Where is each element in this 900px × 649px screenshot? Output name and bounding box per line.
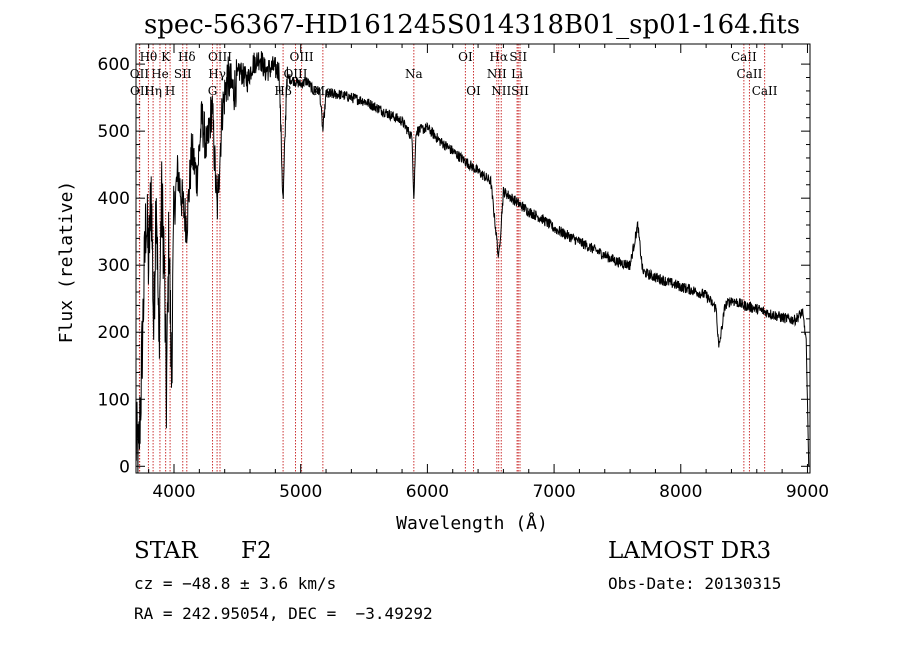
line-marker-label-8: CaII: [731, 50, 757, 64]
object-class: STAR: [134, 538, 198, 564]
y-tick-label-200: 200: [98, 323, 130, 343]
survey-name: LAMOST DR3: [608, 538, 772, 564]
line-marker-label-2: Hδ: [178, 50, 196, 64]
line-marker-label-11: SII: [174, 67, 192, 81]
line-marker-label-1: K: [161, 50, 171, 64]
x-tick-label-5000: 5000: [279, 482, 322, 502]
line-marker-label-0: Hθ: [140, 50, 158, 64]
chart-title: spec-56367-HD161245S014318B01_sp01-164.f…: [144, 10, 800, 40]
line-marker-label-20: H: [165, 84, 175, 98]
y-tick-label-0: 0: [119, 457, 130, 477]
y-tick-label-500: 500: [98, 122, 130, 142]
line-marker-label-19: Hη: [144, 84, 162, 98]
spectrum-line: [135, 51, 810, 474]
observation-date: Obs-Date: 20130315: [608, 574, 782, 593]
x-tick-label-8000: 8000: [659, 482, 702, 502]
axis-ticks: 4000 5000 6000 7000 8000 9000 0 100 200 300 400 500…: [98, 44, 829, 502]
y-tick-label-100: 100: [98, 390, 130, 410]
line-marker-label-21: G: [208, 84, 218, 98]
line-marker-label-22: Hβ: [274, 84, 291, 98]
spectrum-line-layer: [135, 51, 810, 474]
line-marker-label-25: NII: [491, 84, 511, 98]
x-tick-label-6000: 6000: [406, 482, 449, 502]
x-axis-label: Wavelength (Å): [396, 512, 548, 534]
line-marker-label-16: Li: [511, 67, 523, 81]
line-marker-label-15: NII: [487, 67, 507, 81]
coordinates: RA = 242.95054, DEC = −3.49292: [134, 604, 433, 623]
line-marker-label-7: SII: [509, 50, 527, 64]
line-marker-label-12: Hγ: [208, 67, 226, 81]
x-tick-label-7000: 7000: [532, 482, 575, 502]
line-marker-label-6: Hα: [489, 50, 508, 64]
y-tick-label-600: 600: [98, 55, 130, 75]
line-marker-label-4: OIII: [290, 50, 314, 64]
y-axis-label: Flux (relative): [56, 181, 77, 344]
x-tick-label-9000: 9000: [786, 482, 829, 502]
line-marker-label-24: OI: [466, 84, 481, 98]
x-tick-label-4000: 4000: [152, 482, 195, 502]
line-marker-label-27: CaII: [752, 84, 778, 98]
line-marker-label-26: SII: [511, 84, 529, 98]
y-tick-label-400: 400: [98, 189, 130, 209]
line-marker-label-14: Na: [405, 67, 423, 81]
y-tick-label-300: 300: [98, 256, 130, 276]
plot-frame: [135, 43, 811, 474]
line-marker-label-10: He: [151, 67, 169, 81]
object-subclass: F2: [241, 538, 272, 564]
line-marker-label-5: OI: [458, 50, 473, 64]
line-marker-label-3: OIII: [208, 50, 232, 64]
redshift-cz: cz = −48.8 ± 3.6 km/s: [134, 574, 337, 593]
line-marker-label-17: CaII: [737, 67, 763, 81]
